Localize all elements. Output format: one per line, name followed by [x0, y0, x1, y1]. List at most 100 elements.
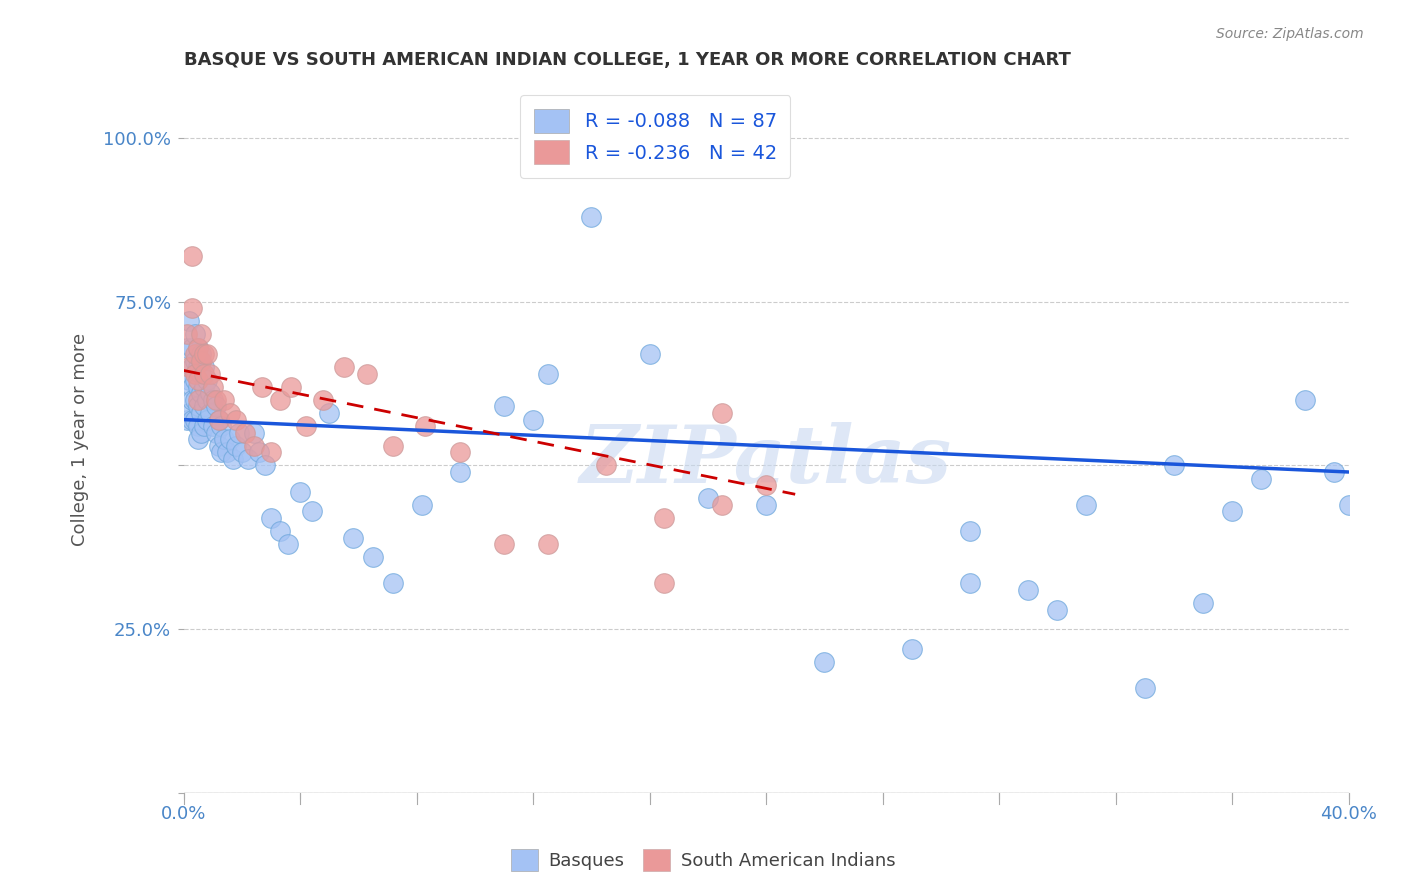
- Point: [193, 347, 215, 361]
- Point: [190, 386, 212, 401]
- Point: [638, 347, 661, 361]
- Point: [181, 380, 204, 394]
- Point: [225, 439, 247, 453]
- Point: [813, 655, 835, 669]
- Point: [190, 347, 212, 361]
- Point: [184, 353, 207, 368]
- Point: [269, 392, 291, 407]
- Point: [356, 367, 378, 381]
- Point: [187, 341, 209, 355]
- Point: [204, 392, 226, 407]
- Point: [236, 451, 259, 466]
- Point: [1192, 596, 1215, 610]
- Point: [449, 465, 471, 479]
- Point: [201, 419, 224, 434]
- Point: [1076, 498, 1098, 512]
- Point: [492, 537, 515, 551]
- Point: [288, 484, 311, 499]
- Point: [333, 360, 356, 375]
- Point: [312, 392, 335, 407]
- Point: [176, 341, 198, 355]
- Point: [260, 511, 283, 525]
- Point: [181, 249, 204, 263]
- Point: [382, 439, 405, 453]
- Point: [295, 419, 318, 434]
- Point: [415, 419, 437, 434]
- Point: [269, 524, 291, 538]
- Point: [184, 327, 207, 342]
- Point: [361, 550, 384, 565]
- Point: [198, 367, 221, 381]
- Point: [179, 314, 201, 328]
- Legend: Basques, South American Indians: Basques, South American Indians: [503, 842, 903, 879]
- Point: [187, 373, 209, 387]
- Point: [959, 524, 981, 538]
- Point: [711, 498, 734, 512]
- Point: [537, 367, 560, 381]
- Point: [176, 327, 198, 342]
- Point: [193, 360, 215, 375]
- Point: [207, 439, 229, 453]
- Point: [207, 412, 229, 426]
- Point: [1133, 681, 1156, 695]
- Point: [187, 400, 209, 414]
- Point: [652, 511, 675, 525]
- Point: [181, 341, 204, 355]
- Point: [277, 537, 299, 551]
- Point: [301, 504, 323, 518]
- Point: [222, 451, 245, 466]
- Point: [198, 406, 221, 420]
- Point: [207, 412, 229, 426]
- Point: [214, 392, 236, 407]
- Point: [260, 445, 283, 459]
- Point: [176, 412, 198, 426]
- Point: [900, 641, 922, 656]
- Point: [181, 412, 204, 426]
- Point: [214, 432, 236, 446]
- Point: [959, 576, 981, 591]
- Point: [652, 576, 675, 591]
- Point: [242, 439, 264, 453]
- Point: [190, 406, 212, 420]
- Point: [179, 406, 201, 420]
- Point: [595, 458, 617, 473]
- Point: [537, 537, 560, 551]
- Point: [252, 380, 274, 394]
- Point: [231, 445, 253, 459]
- Point: [193, 380, 215, 394]
- Point: [382, 576, 405, 591]
- Point: [187, 380, 209, 394]
- Point: [193, 419, 215, 434]
- Point: [184, 412, 207, 426]
- Point: [1017, 582, 1039, 597]
- Point: [492, 400, 515, 414]
- Point: [228, 425, 250, 440]
- Point: [522, 412, 544, 426]
- Point: [195, 412, 218, 426]
- Point: [195, 347, 218, 361]
- Point: [187, 392, 209, 407]
- Point: [187, 432, 209, 446]
- Text: ZIPatlas: ZIPatlas: [581, 422, 952, 500]
- Point: [755, 498, 778, 512]
- Point: [219, 406, 242, 420]
- Point: [219, 432, 242, 446]
- Point: [242, 425, 264, 440]
- Point: [225, 412, 247, 426]
- Point: [184, 347, 207, 361]
- Point: [195, 392, 218, 407]
- Point: [1337, 498, 1360, 512]
- Point: [187, 360, 209, 375]
- Text: Source: ZipAtlas.com: Source: ZipAtlas.com: [1216, 27, 1364, 41]
- Point: [204, 425, 226, 440]
- Point: [1323, 465, 1346, 479]
- Point: [201, 380, 224, 394]
- Point: [190, 327, 212, 342]
- Point: [1250, 471, 1272, 485]
- Point: [193, 367, 215, 381]
- Point: [187, 341, 209, 355]
- Text: BASQUE VS SOUTH AMERICAN INDIAN COLLEGE, 1 YEAR OR MORE CORRELATION CHART: BASQUE VS SOUTH AMERICAN INDIAN COLLEGE,…: [184, 51, 1070, 69]
- Point: [181, 392, 204, 407]
- Point: [247, 445, 270, 459]
- Point: [1220, 504, 1243, 518]
